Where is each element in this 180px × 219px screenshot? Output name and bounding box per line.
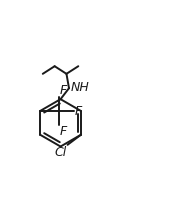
Text: F: F — [75, 104, 82, 118]
Text: Cl: Cl — [54, 146, 67, 159]
Text: F: F — [59, 125, 67, 138]
Text: NH: NH — [70, 81, 89, 94]
Text: F: F — [59, 84, 67, 97]
